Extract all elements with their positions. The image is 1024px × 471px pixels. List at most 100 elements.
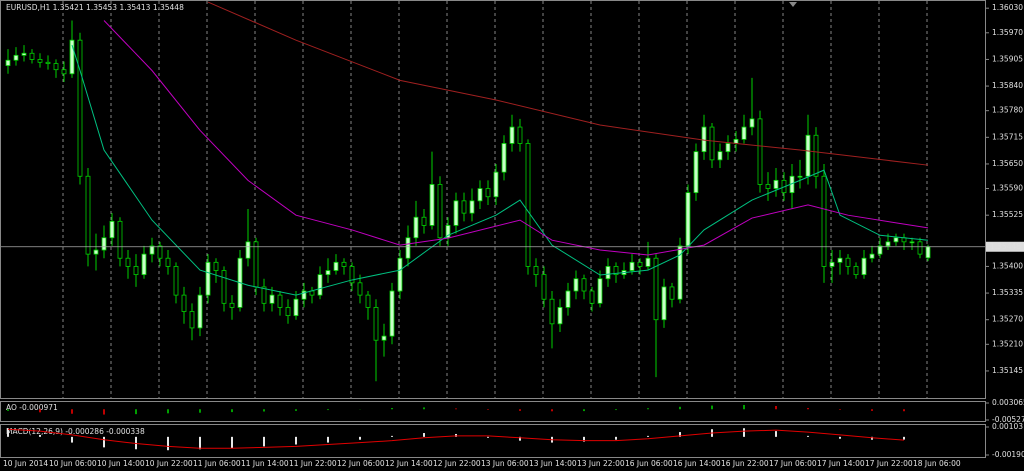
candle-body bbox=[581, 278, 587, 292]
time-label: 13 Jun 22:00 bbox=[577, 459, 625, 468]
time-label: 12 Jun 14:00 bbox=[385, 459, 433, 468]
candle-body bbox=[349, 266, 355, 284]
candle-body bbox=[565, 290, 571, 308]
time-label: 12 Jun 06:00 bbox=[337, 459, 385, 468]
candle-body bbox=[269, 294, 275, 304]
candle-body bbox=[749, 118, 755, 128]
candle-body bbox=[149, 245, 155, 255]
candle-body bbox=[717, 151, 723, 161]
time-label: 17 Jun 22:00 bbox=[865, 459, 913, 468]
candle-body bbox=[805, 134, 811, 177]
candle-body bbox=[501, 143, 507, 173]
last-price-label: 1.35448 bbox=[990, 242, 1021, 251]
y-tick-label: 1.36030 bbox=[992, 3, 1023, 12]
y-tick-label: 1.35650 bbox=[992, 159, 1023, 168]
candle-body bbox=[525, 143, 531, 267]
candle-body bbox=[333, 261, 339, 271]
candle-body bbox=[829, 261, 835, 267]
candle-body bbox=[661, 286, 667, 321]
candle-body bbox=[5, 59, 11, 66]
candle-body bbox=[357, 282, 363, 296]
candle-body bbox=[261, 286, 267, 304]
candle-body bbox=[845, 257, 851, 267]
candle-body bbox=[365, 294, 371, 308]
candle-body bbox=[693, 151, 699, 194]
candle-body bbox=[397, 257, 403, 292]
candle-body bbox=[29, 52, 35, 60]
time-label: 16 Jun 22:00 bbox=[721, 459, 769, 468]
candle-body bbox=[389, 290, 395, 337]
candle-body bbox=[653, 257, 659, 321]
candle-body bbox=[109, 220, 115, 239]
candle-body bbox=[477, 188, 483, 202]
candle-body bbox=[285, 307, 291, 317]
candle-body bbox=[133, 266, 139, 276]
candle-body bbox=[533, 266, 539, 276]
candle-body bbox=[629, 261, 635, 271]
candle-body bbox=[405, 237, 411, 259]
candle-body bbox=[213, 261, 219, 271]
last-price-box bbox=[986, 241, 1024, 252]
y-tick-label: 1.35840 bbox=[992, 81, 1023, 90]
y-tick-label: 1.35400 bbox=[992, 261, 1023, 270]
candle-body bbox=[637, 261, 643, 267]
candle-body bbox=[229, 302, 235, 308]
candle-body bbox=[413, 216, 419, 239]
candle-body bbox=[141, 253, 147, 276]
candle-body bbox=[645, 257, 651, 267]
candle-body bbox=[277, 294, 283, 308]
candle-body bbox=[485, 188, 491, 198]
candle-body bbox=[925, 246, 931, 259]
candle-body bbox=[437, 184, 443, 239]
candle-body bbox=[813, 134, 819, 177]
candle-body bbox=[125, 257, 131, 267]
candle-body bbox=[373, 307, 379, 341]
time-label: 10 Jun 14:00 bbox=[97, 459, 145, 468]
candle-body bbox=[613, 266, 619, 276]
candle-body bbox=[757, 118, 763, 185]
y-tick-label: 1.35970 bbox=[992, 28, 1023, 37]
main-panel-frame bbox=[0, 0, 986, 399]
time-label: 13 Jun 14:00 bbox=[529, 459, 577, 468]
candle-body bbox=[837, 257, 843, 263]
moving-average bbox=[103, 20, 929, 256]
candle-body bbox=[181, 294, 187, 312]
candle-body bbox=[469, 200, 475, 214]
candle-body bbox=[741, 126, 747, 140]
time-label: 11 Jun 22:00 bbox=[289, 459, 337, 468]
time-label: 17 Jun 06:00 bbox=[769, 459, 817, 468]
candle-body bbox=[669, 286, 675, 300]
y-tick-label: 0.003065 bbox=[992, 398, 1024, 407]
candle-body bbox=[797, 175, 803, 178]
candle-body bbox=[205, 261, 211, 296]
candle-body bbox=[765, 184, 771, 189]
time-label: 18 Jun 06:00 bbox=[913, 459, 961, 468]
candle-body bbox=[197, 294, 203, 329]
time-label: 10 Jun 22:00 bbox=[145, 459, 193, 468]
candle-body bbox=[77, 39, 83, 177]
ao-panel-frame bbox=[0, 401, 986, 422]
candle-body bbox=[549, 298, 555, 325]
candle-body bbox=[509, 126, 515, 144]
candle-body bbox=[69, 39, 75, 75]
candle-body bbox=[685, 192, 691, 247]
candle-body bbox=[853, 266, 859, 276]
candle-body bbox=[245, 241, 251, 259]
candle-body bbox=[189, 311, 195, 329]
candle-body bbox=[589, 290, 595, 304]
candle-body bbox=[861, 257, 867, 276]
y-tick-label: 1.35335 bbox=[992, 288, 1023, 297]
candle-body bbox=[13, 54, 19, 61]
candle-body bbox=[253, 241, 259, 288]
candle-body bbox=[429, 184, 435, 226]
time-label: 11 Jun 06:00 bbox=[193, 459, 241, 468]
time-label: 10 Jun 06:00 bbox=[49, 459, 97, 468]
candle-body bbox=[709, 126, 715, 161]
candle-body bbox=[37, 59, 43, 63]
candle-body bbox=[573, 278, 579, 292]
candle-body bbox=[877, 245, 883, 255]
panel-title: AO -0.000971 bbox=[6, 403, 58, 412]
time-label: 10 Jun 2014 bbox=[3, 459, 48, 468]
